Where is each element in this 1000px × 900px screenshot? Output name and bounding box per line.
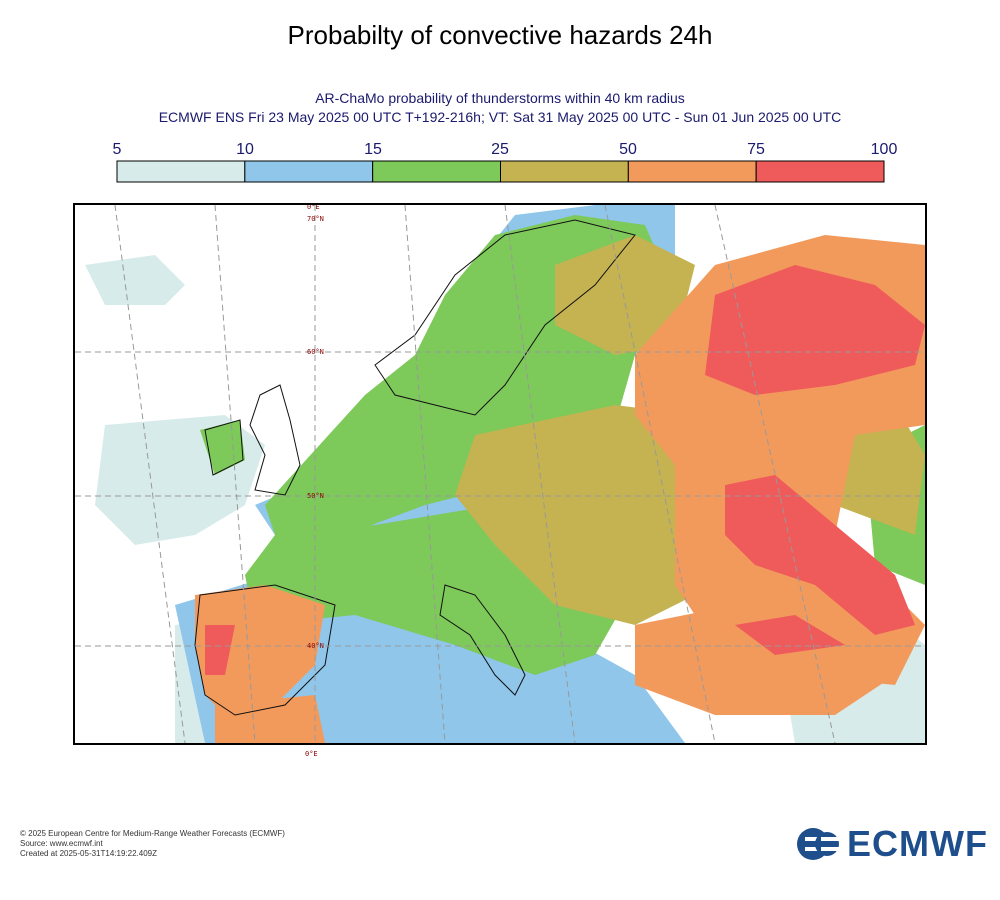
legend-swatch-1 (244, 160, 374, 183)
olive-area-central (455, 405, 735, 625)
legend-swatch-4 (627, 160, 757, 183)
legend-tick-25: 25 (491, 141, 509, 158)
ecmwf-logo-icon (797, 828, 841, 860)
footer-credits: © 2025 European Centre for Medium-Range … (20, 829, 285, 859)
footer-copyright: © 2025 European Centre for Medium-Range … (20, 829, 285, 838)
footer-source: Source: www.ecmwf.int (20, 839, 103, 848)
coastline-italy (439, 584, 526, 696)
grid-label-bottom-lon: 0°E (305, 750, 318, 758)
map-title: Probabilty of convective hazards 24h (287, 20, 713, 50)
red-area-russia-north (705, 265, 925, 395)
legend-tick-15: 15 (364, 141, 382, 158)
coastline-britain (249, 384, 301, 496)
graticule (75, 205, 925, 743)
coastline-ireland (204, 419, 244, 476)
red-area-turkey (735, 615, 845, 655)
legend-tick-5: 5 (112, 141, 122, 158)
grid-label-60n: 60°N (307, 348, 324, 356)
legend-swatch-2 (372, 160, 501, 183)
green-area-ireland (200, 420, 245, 475)
grid-label-top-lon: 0°E (307, 203, 320, 211)
map-canvas (75, 205, 925, 743)
orange-area-africa (215, 695, 325, 743)
legend-swatch-0 (116, 160, 246, 183)
probability-map: 0°E 70°N 60°N 50°N 40°N (73, 203, 927, 745)
grid-label-50n: 50°N (307, 492, 324, 500)
ecmwf-logo-text: ECMWF (847, 823, 988, 864)
legend-swatch-5 (755, 160, 885, 183)
colorbar-legend (116, 160, 885, 183)
legend-tick-50: 50 (619, 141, 637, 158)
olive-area-finland (555, 235, 695, 355)
grid-label-40n: 40°N (307, 642, 324, 650)
legend-tick-100: 100 (870, 141, 898, 158)
footer-created: Created at 2025-05-31T14:19:22.409Z (20, 849, 157, 858)
ecmwf-logo: ECMWF (795, 823, 988, 864)
subtitle-product: AR-ChaMo probability of thunderstorms wi… (315, 90, 685, 106)
north-atlantic-patch (85, 255, 185, 305)
orange-area-iberia (195, 585, 325, 725)
coastline-scandinavia (374, 219, 636, 416)
legend-tick-75: 75 (747, 141, 765, 158)
coastline-iberia (194, 584, 336, 716)
subtitle-validity: ECMWF ENS Fri 23 May 2025 00 UTC T+192-2… (158, 109, 842, 125)
orange-area-balkans (635, 605, 895, 715)
red-area-ukraine (725, 475, 915, 635)
red-area-iberia (205, 625, 235, 675)
legend-tick-10: 10 (236, 141, 254, 158)
legend-swatch-3 (500, 160, 629, 183)
grid-label-70n: 70°N (307, 215, 324, 223)
